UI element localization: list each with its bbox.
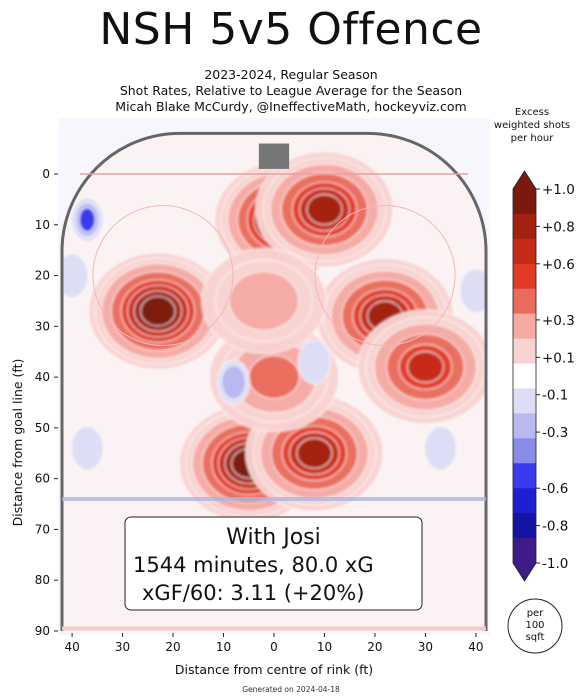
annotation-player: With Josi [226, 525, 320, 550]
colorbar-band [513, 213, 536, 240]
y-tick-label: 90 [35, 624, 50, 638]
colorbar-band [513, 463, 536, 489]
x-tick-label: 40 [468, 640, 483, 654]
faceoff-circle-right [314, 205, 456, 347]
coldspot-contour [459, 268, 486, 314]
y-axis-label: Distance from goal line (ft) [10, 359, 25, 527]
x-tick-label: 40 [64, 640, 79, 654]
colorbar-tick-label: +0.6 [542, 257, 575, 273]
colorbar-tick-label: +0.8 [542, 219, 575, 235]
hotspot-contour [406, 351, 444, 383]
x-tick-label: 10 [216, 640, 231, 654]
unit-badge [507, 598, 563, 654]
colorbar-tick-label: -1.0 [542, 556, 568, 572]
unit-badge-text: sqft [526, 632, 545, 643]
footer-generated: Generated on 2024-04-18 [242, 685, 340, 694]
colorbar-band [513, 513, 536, 539]
x-tick-label: 20 [367, 640, 382, 654]
y-tick-label: 10 [35, 218, 50, 232]
x-tick-label: 30 [115, 640, 130, 654]
y-tick-label: 50 [35, 421, 50, 435]
x-tick-label: 10 [317, 640, 332, 654]
colorbar-band [513, 388, 536, 414]
hotspot-contour [228, 271, 300, 331]
colorbar-band [513, 288, 536, 315]
coldspot-contour [221, 364, 247, 400]
colorbar-band [513, 488, 536, 514]
x-axis-label: Distance from centre of rink (ft) [175, 662, 373, 677]
y-tick-label: 70 [35, 522, 50, 536]
colorbar-tick-label: +0.1 [542, 350, 575, 366]
coldspot-contour [424, 425, 457, 471]
unit-badge-text: 100 [525, 620, 544, 631]
y-tick-label: 80 [35, 573, 50, 587]
y-tick-label: 40 [35, 370, 50, 384]
colorbar-band [513, 313, 536, 340]
y-tick-label: 20 [35, 269, 50, 283]
coldspot-contour [78, 207, 96, 233]
y-tick-label: 60 [35, 472, 50, 486]
colorbar-band [513, 538, 536, 564]
goal-net [258, 143, 290, 169]
rink-boards [60, 131, 488, 631]
colorbar-tick-label: -0.1 [542, 388, 568, 404]
heatmap-contours [62, 151, 486, 523]
hotspot-contour [248, 355, 300, 400]
colorbar-tick-label: -0.6 [542, 481, 568, 497]
faceoff-circle-left [92, 205, 234, 347]
colorbar-tick-label: +1.0 [542, 182, 575, 198]
x-tick-label: 30 [418, 640, 433, 654]
coldspot-contour [62, 253, 89, 298]
colorbar-title-2: weighted shots [493, 120, 571, 131]
chart-author: Micah Blake McCurdy, @IneffectiveMath, h… [115, 99, 467, 114]
x-tick-label: 20 [165, 640, 180, 654]
colorbar-band [513, 363, 536, 389]
y-tick-label: 30 [35, 319, 50, 333]
colorbar-tick-label: -0.3 [542, 425, 568, 441]
hotspot-contour [296, 437, 333, 469]
colorbar-band [513, 338, 536, 365]
colorbar-title-1: Excess [514, 107, 550, 118]
colorbar-tick-label: -0.8 [542, 519, 568, 535]
y-tick-label: 0 [42, 167, 50, 181]
colorbar-band [513, 438, 536, 464]
annotation-minutes: 1544 minutes, 80.0 xG [133, 553, 374, 577]
colorbar-bottom-arrow [513, 563, 536, 581]
coldspot-contour [70, 425, 104, 471]
hotspot-contour [140, 295, 176, 327]
colorbar-band [513, 238, 536, 265]
colorbar-top-arrow [513, 171, 536, 189]
annotation-box [124, 516, 423, 611]
chart-season: 2023-2024, Regular Season [204, 67, 378, 82]
colorbar-band [513, 263, 536, 290]
x-tick-label: 0 [270, 640, 278, 654]
chart-subtitle: Shot Rates, Relative to League Average f… [119, 83, 463, 98]
colorbar-title-3: per hour [510, 133, 554, 144]
unit-badge-text: per [527, 608, 545, 619]
hotspot-contour [306, 194, 343, 226]
chart-title: NSH 5v5 Offence [99, 4, 483, 55]
colorbar-band [513, 189, 536, 215]
colorbar-tick-label: +0.3 [542, 313, 575, 329]
colorbar-band [513, 413, 536, 439]
coldspot-contour [297, 339, 331, 385]
annotation-xgf: xGF/60: 3.11 (+20%) [142, 581, 364, 605]
